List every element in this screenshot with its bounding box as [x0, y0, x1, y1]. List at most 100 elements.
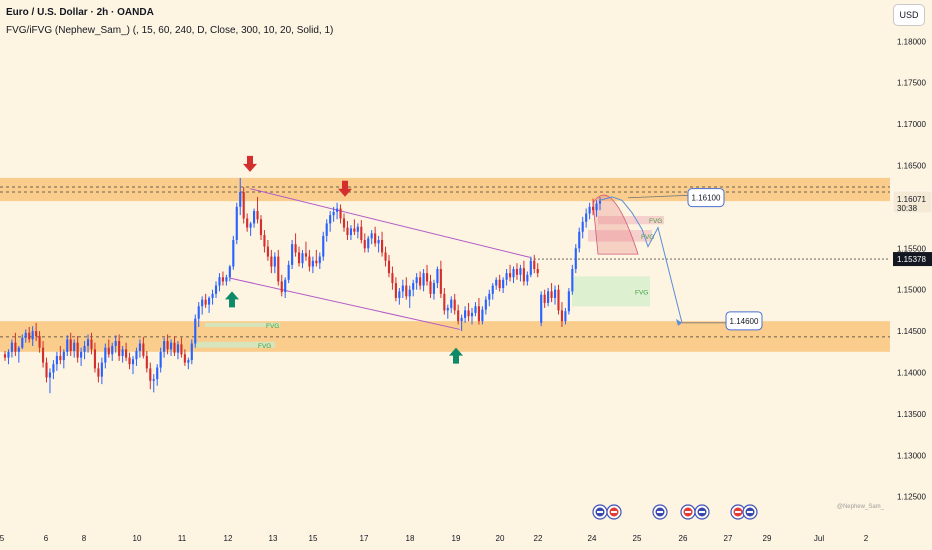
candle-body — [135, 350, 138, 360]
candle-body — [439, 269, 442, 294]
fvg-box-0 — [205, 322, 280, 327]
distribution-arc — [592, 194, 639, 255]
candle-body — [547, 291, 550, 303]
candle — [294, 233, 297, 257]
x-tick-label: 25 — [633, 534, 642, 543]
x-tick-label: 12 — [224, 534, 233, 543]
fvg-label-2: FVG — [649, 218, 662, 225]
flag-stripe — [611, 511, 617, 513]
candle — [529, 256, 532, 278]
candle — [239, 177, 242, 216]
candle-body — [422, 273, 425, 286]
candle-body — [62, 351, 65, 361]
fvg-boxes: FVG FVG FVG FVG FVG — [195, 216, 664, 350]
candle — [567, 288, 570, 315]
candle — [28, 326, 31, 343]
candle — [595, 200, 598, 217]
candle — [24, 329, 27, 343]
candle-body — [31, 331, 34, 340]
candle — [194, 314, 197, 348]
candle — [190, 339, 193, 365]
candle-body — [266, 246, 269, 257]
fvg-box-4 — [572, 276, 650, 307]
candle-body — [360, 226, 363, 241]
candle — [142, 336, 145, 359]
candle — [21, 334, 24, 350]
y-tick-label: 1.18000 — [897, 37, 926, 46]
candle — [533, 254, 536, 274]
candle-body — [550, 291, 553, 298]
candle — [93, 342, 97, 373]
candle-body — [221, 277, 225, 282]
candle — [246, 213, 249, 232]
candle-body — [294, 244, 297, 253]
candle — [439, 260, 442, 298]
candle — [470, 307, 474, 325]
target-callout-0 — [687, 188, 725, 208]
candle — [221, 271, 225, 286]
candle-body — [291, 244, 294, 265]
candle — [173, 336, 176, 356]
candle-body — [80, 351, 83, 358]
indicator-legend[interactable]: FVG/iFVG (Nephew_Sam_) (, 15, 60, 240, D… — [6, 25, 334, 36]
candle-body — [52, 364, 55, 373]
candle-body — [453, 299, 456, 311]
channel-lower-line — [229, 277, 461, 330]
candle-body — [301, 253, 304, 264]
down-arrow-icon — [243, 155, 257, 172]
x-tick-label: Jul — [814, 534, 824, 543]
flag-stripe — [685, 511, 691, 513]
candle-body — [522, 268, 525, 282]
candle-body — [163, 341, 166, 352]
candle-body — [111, 346, 114, 355]
candle — [277, 249, 280, 286]
candle — [557, 284, 560, 315]
candle — [391, 266, 394, 290]
candle — [474, 302, 477, 317]
candle-body — [28, 332, 31, 340]
candle — [69, 332, 72, 356]
candle-body — [363, 240, 366, 249]
candle — [284, 277, 287, 298]
candle-body — [142, 343, 145, 356]
candle — [80, 347, 83, 366]
fvg-box-3 — [588, 230, 652, 242]
candle-body — [460, 317, 463, 322]
candle — [585, 208, 588, 228]
candle — [443, 288, 446, 315]
candle — [387, 254, 391, 278]
candle-body — [152, 379, 155, 381]
candle-body — [311, 260, 314, 267]
level-price-text: 1.15378 — [897, 255, 926, 264]
candle — [322, 231, 325, 261]
candle-body — [308, 256, 311, 267]
x-tick-label: 13 — [269, 534, 278, 543]
candle-body — [571, 269, 574, 292]
flag-stripe — [747, 511, 753, 513]
x-tick-label: 27 — [724, 534, 733, 543]
candle-body — [83, 346, 86, 352]
candle-body — [498, 279, 501, 289]
candle-body — [543, 294, 546, 303]
candle-body — [564, 311, 567, 322]
candle-body — [325, 223, 328, 236]
candle — [128, 352, 131, 370]
candle-body — [488, 293, 491, 300]
candle — [149, 362, 152, 390]
candle-body — [169, 342, 173, 350]
candle — [394, 277, 397, 302]
candle-body — [585, 213, 588, 222]
candle — [498, 274, 501, 292]
zone-0 — [0, 177, 890, 202]
candle-body — [218, 277, 221, 286]
candle-body — [69, 339, 72, 351]
currency-button[interactable]: USD — [893, 4, 925, 26]
candle-body — [21, 337, 24, 348]
candle-body — [249, 223, 252, 228]
y-tick-label: 1.15000 — [897, 286, 926, 295]
candle — [574, 244, 577, 274]
y-tick-label: 1.13500 — [897, 410, 926, 419]
projection-line — [599, 196, 683, 323]
candle — [125, 342, 128, 361]
